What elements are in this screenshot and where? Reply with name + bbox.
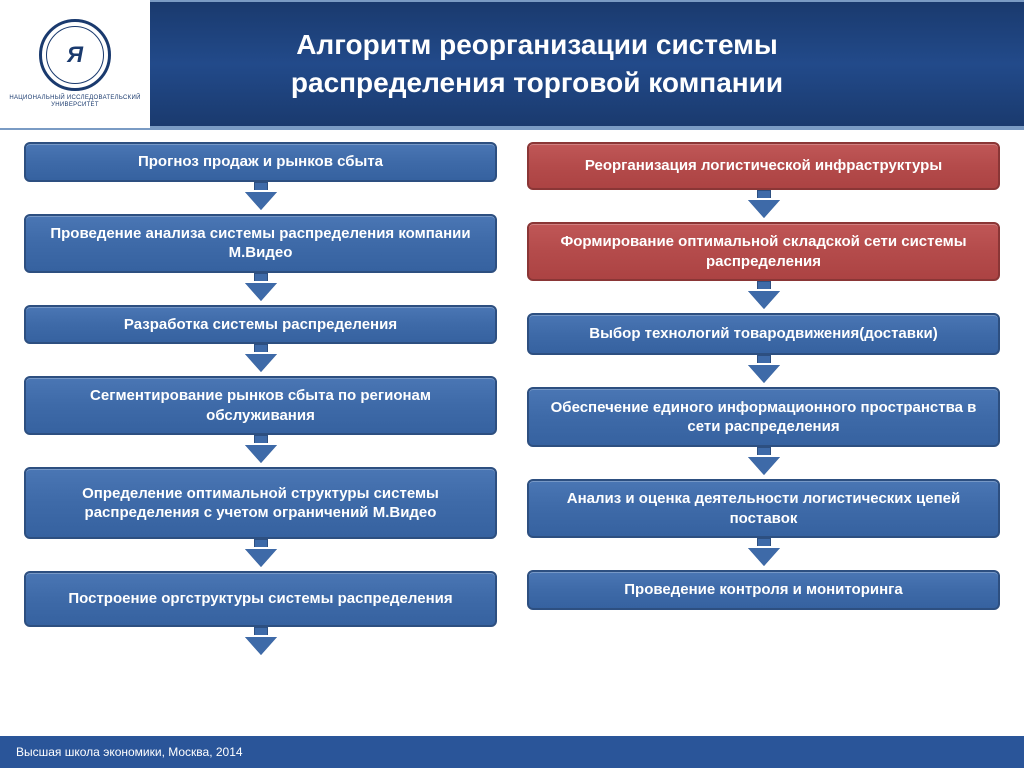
- title-line-1: Алгоритм реорганизации системы: [296, 29, 778, 60]
- slide-title: Алгоритм реорганизации системы распредел…: [150, 26, 924, 102]
- logo-mark: Я: [67, 42, 83, 68]
- arrow-down-head-icon: [748, 291, 780, 309]
- arrow-down-head-icon: [245, 283, 277, 301]
- arrow-down-head-icon: [748, 200, 780, 218]
- flow-node: Анализ и оценка деятельности логистическ…: [527, 479, 1000, 538]
- flow-node: Разработка системы распределения: [24, 305, 497, 345]
- flowchart-area: Прогноз продаж и рынков сбыта Проведение …: [0, 130, 1024, 720]
- flow-node: Определение оптимальной структуры систем…: [24, 467, 497, 539]
- flow-node: Проведение анализа системы распределения…: [24, 214, 497, 273]
- arrow-down-head-icon: [748, 548, 780, 566]
- flow-node: Реорганизация логистической инфраструкту…: [527, 142, 1000, 190]
- flow-column-right: Реорганизация логистической инфраструкту…: [527, 142, 1000, 720]
- arrow-down-head-icon: [245, 354, 277, 372]
- arrow-down-head-icon: [748, 457, 780, 475]
- arrow-down-head-icon: [748, 365, 780, 383]
- slide-header: Я НАЦИОНАЛЬНЫЙ ИССЛЕДОВАТЕЛЬСКИЙ УНИВЕРС…: [0, 0, 1024, 128]
- arrow-down-head-icon: [245, 637, 277, 655]
- flow-node: Построение оргструктуры системы распреде…: [24, 571, 497, 627]
- arrow-down-head-icon: [245, 192, 277, 210]
- arrow-down-head-icon: [245, 445, 277, 463]
- flow-node: Формирование оптимальной складской сети …: [527, 222, 1000, 281]
- logo-caption: НАЦИОНАЛЬНЫЙ ИССЛЕДОВАТЕЛЬСКИЙ УНИВЕРСИТ…: [0, 95, 150, 109]
- slide-footer: Высшая школа экономики, Москва, 2014: [0, 736, 1024, 768]
- flow-node: Сегментирование рынков сбыта по регионам…: [24, 376, 497, 435]
- title-line-2: распределения торговой компании: [291, 67, 783, 98]
- logo-circle: Я: [39, 19, 111, 91]
- flow-node: Выбор технологий товародвижения(доставки…: [527, 313, 1000, 355]
- flow-column-left: Прогноз продаж и рынков сбыта Проведение …: [24, 142, 497, 720]
- arrow-down-head-icon: [245, 549, 277, 567]
- footer-text: Высшая школа экономики, Москва, 2014: [16, 745, 243, 759]
- logo-block: Я НАЦИОНАЛЬНЫЙ ИССЛЕДОВАТЕЛЬСКИЙ УНИВЕРС…: [0, 0, 150, 128]
- title-wrap: Алгоритм реорганизации системы распредел…: [150, 26, 1024, 102]
- flow-node: Проведение контроля и мониторинга: [527, 570, 1000, 610]
- flow-node: Прогноз продаж и рынков сбыта: [24, 142, 497, 182]
- flow-node: Обеспечение единого информационного прос…: [527, 387, 1000, 447]
